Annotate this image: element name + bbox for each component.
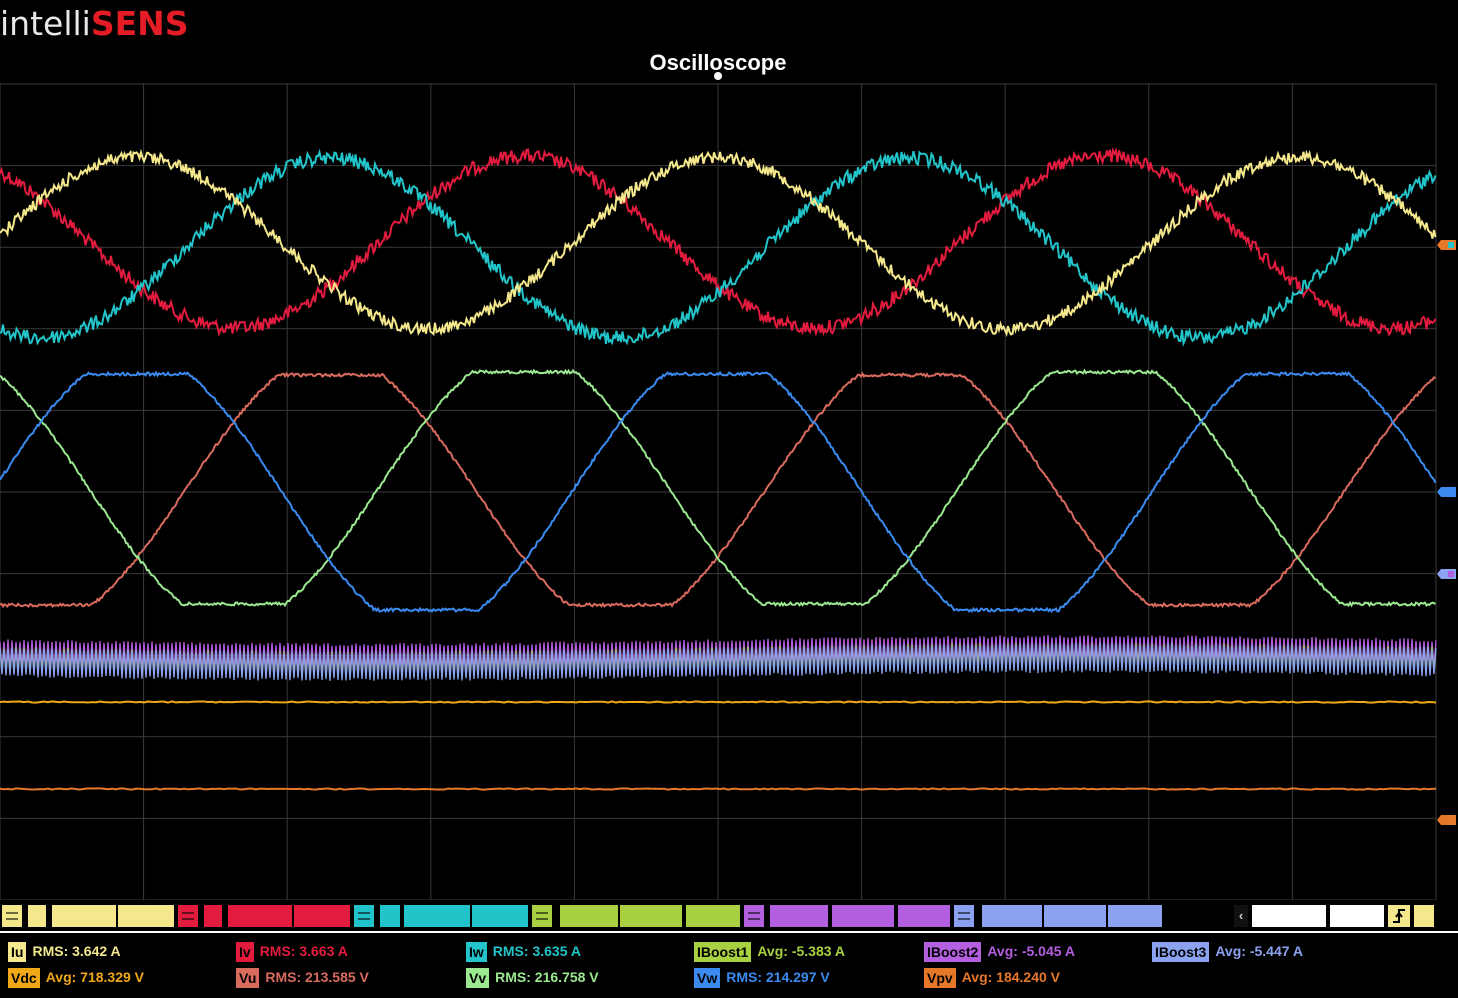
app-logo: intelliSENS — [0, 4, 189, 43]
trace-vpv — [0, 787, 1437, 791]
measurement-tag: Vw — [694, 968, 721, 989]
measurement-tag: Iv — [236, 942, 254, 963]
acquisition-time[interactable] — [1330, 905, 1384, 927]
channel-color-swatch[interactable] — [954, 905, 974, 927]
channel-name-iboost3[interactable] — [982, 905, 1042, 927]
measurement-tag: Iu — [8, 942, 27, 963]
measurement-value: Avg: -5.045 A — [987, 943, 1076, 959]
trigger-position-marker[interactable] — [714, 72, 722, 80]
measurement-iw: Iw RMS: 3.635 A — [466, 940, 581, 963]
channel-offset-marker-dot — [1448, 489, 1454, 495]
channel-offset-marker-dot — [1448, 242, 1454, 248]
measurement-value: RMS: 3.663 A — [259, 943, 348, 959]
channel-offset-marker-dot — [1448, 817, 1454, 823]
measurement-tag: IBoost1 — [694, 942, 752, 963]
plot-grid — [0, 83, 1437, 900]
measurement-tag: Vpv — [924, 968, 956, 989]
measurement-tag: IBoost2 — [924, 942, 982, 963]
trigger-edge-icon[interactable] — [1388, 905, 1410, 927]
channel-offset-iv[interactable] — [294, 905, 350, 927]
measurement-iv: Iv RMS: 3.663 A — [236, 940, 348, 963]
measurement-vdc: Vdc Avg: 718.329 V — [8, 966, 145, 989]
channel-name-iw[interactable] — [380, 905, 400, 927]
channel-offset-iw[interactable] — [472, 905, 528, 927]
measurement-tag: Vu — [236, 968, 260, 989]
channel-color-swatch[interactable] — [744, 905, 764, 927]
measurement-tag: Vdc — [8, 968, 40, 989]
channel-name-iboost2[interactable] — [770, 905, 828, 927]
channel-scale-iw[interactable] — [404, 905, 470, 927]
trace-vdc — [0, 700, 1437, 704]
channel-bar: ‹ — [0, 901, 1458, 929]
waveform-traces — [0, 147, 1437, 791]
measurement-value: Avg: 184.240 V — [961, 969, 1061, 985]
trigger-level[interactable] — [1414, 905, 1434, 927]
measurement-value: RMS: 216.758 V — [495, 969, 599, 985]
channel-color-swatch[interactable] — [2, 905, 22, 927]
measurement-value: Avg: -5.447 A — [1215, 943, 1304, 959]
trace-iu — [0, 148, 1437, 338]
measurement-tag: Vv — [466, 968, 490, 989]
channel-name-iboost1[interactable] — [560, 905, 618, 927]
channel-name-iu[interactable] — [28, 905, 46, 927]
channel-offset-iboost3[interactable] — [1108, 905, 1162, 927]
channel-scale-iboost2[interactable] — [832, 905, 894, 927]
divider — [0, 931, 1458, 933]
measurement-vw: Vw RMS: 214.297 V — [694, 966, 830, 989]
measurement-value: RMS: 214.297 V — [726, 969, 830, 985]
page-title: Oscilloscope — [649, 50, 787, 75]
channel-offset-iu[interactable] — [118, 905, 174, 927]
measurement-tag: IBoost3 — [1152, 942, 1210, 963]
trace-vw — [0, 370, 1437, 614]
measurement-vv: Vv RMS: 216.758 V — [466, 966, 599, 989]
measurement-vu: Vu RMS: 213.585 V — [236, 966, 369, 989]
measurement-iu: Iu RMS: 3.642 A — [8, 940, 121, 963]
trace-vv — [0, 368, 1437, 608]
channel-scale-iu[interactable] — [52, 905, 116, 927]
trace-iboost3 — [0, 642, 1437, 681]
timebase-scale[interactable] — [1252, 905, 1326, 927]
measurement-iboost3: IBoost3 Avg: -5.447 A — [1152, 940, 1304, 963]
channel-color-swatch[interactable] — [178, 905, 198, 927]
measurement-tag: Iw — [466, 942, 487, 963]
scroll-left-button[interactable]: ‹ — [1234, 905, 1248, 927]
measurement-value: RMS: 3.642 A — [32, 943, 121, 959]
measurement-value: Avg: -5.383 A — [757, 943, 846, 959]
trace-iw — [0, 148, 1437, 347]
channel-offset-iboost2[interactable] — [898, 905, 950, 927]
channel-color-swatch[interactable] — [354, 905, 374, 927]
channel-offset-marker-dot — [1448, 571, 1454, 577]
measurement-iboost1: IBoost1 Avg: -5.383 A — [694, 940, 846, 963]
measurement-vpv: Vpv Avg: 184.240 V — [924, 966, 1061, 989]
channel-color-swatch[interactable] — [532, 905, 552, 927]
channel-scale-iv[interactable] — [228, 905, 292, 927]
oscilloscope-plot[interactable] — [0, 0, 1458, 900]
channel-offset-iboost1[interactable] — [686, 905, 740, 927]
channel-offset-markers — [1437, 240, 1456, 825]
channel-scale-iboost1[interactable] — [620, 905, 682, 927]
channel-scale-iboost3[interactable] — [1044, 905, 1106, 927]
channel-name-iv[interactable] — [204, 905, 222, 927]
measurement-iboost2: IBoost2 Avg: -5.045 A — [924, 940, 1076, 963]
measurement-value: RMS: 213.585 V — [265, 969, 369, 985]
measurement-value: Avg: 718.329 V — [45, 969, 145, 985]
measurement-value: RMS: 3.635 A — [492, 943, 581, 959]
